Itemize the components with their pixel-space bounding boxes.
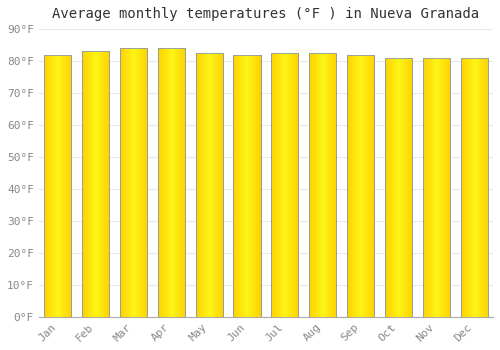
Bar (196, 53, 223, 317)
Bar (120, 48, 147, 317)
Title: Average monthly temperatures (°F ) in Nueva Granada: Average monthly temperatures (°F ) in Nu… (52, 7, 480, 21)
Bar (309, 53, 336, 317)
Bar (158, 48, 185, 317)
Bar (44, 55, 72, 317)
Bar (82, 51, 109, 317)
Bar (422, 58, 450, 317)
Bar (82, 51, 109, 317)
Bar (460, 58, 488, 317)
Bar (422, 58, 450, 317)
Bar (196, 53, 223, 317)
Bar (347, 55, 374, 317)
Bar (271, 53, 298, 317)
Bar (234, 55, 260, 317)
Bar (44, 55, 72, 317)
Bar (460, 58, 488, 317)
Bar (385, 58, 412, 317)
Bar (385, 58, 412, 317)
Bar (234, 55, 260, 317)
Bar (309, 53, 336, 317)
Bar (158, 48, 185, 317)
Bar (271, 53, 298, 317)
Bar (347, 55, 374, 317)
Bar (120, 48, 147, 317)
